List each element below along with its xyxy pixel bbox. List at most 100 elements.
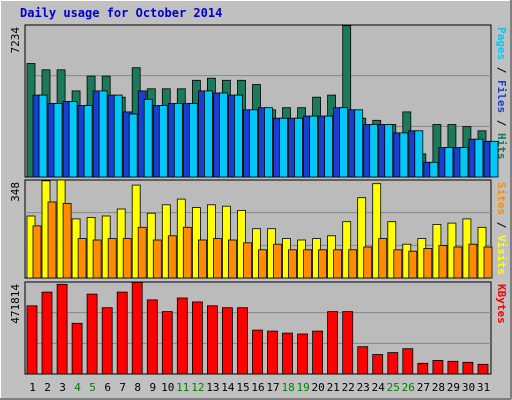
bar-top-pages-day-14 <box>233 94 243 178</box>
bar-middle-sites-day-27 <box>423 247 433 279</box>
bar-bottom-kbytes-day-30 <box>462 361 474 375</box>
series-label-part-middle-0: Sites <box>495 182 508 215</box>
bar-middle-sites-day-31 <box>483 246 493 279</box>
bar-bottom-kbytes-day-17 <box>267 330 278 375</box>
bar-bottom-kbytes-day-9 <box>146 299 158 375</box>
bar-middle-sites-day-25 <box>393 249 403 279</box>
bar-middle-sites-day-11 <box>182 226 192 279</box>
x-tick-label-day-5: 5 <box>89 381 96 394</box>
bar-bottom-kbytes-day-16 <box>252 329 263 375</box>
x-tick-label-day-22: 22 <box>342 381 355 394</box>
series-label-top: Pages / Files / Hits <box>495 27 508 160</box>
x-tick-label-day-20: 20 <box>311 381 324 394</box>
bar-middle-sites-day-3 <box>62 202 72 279</box>
y-max-label-bottom: 471814 <box>9 284 22 324</box>
bar-middle-visits-day-24 <box>372 183 382 279</box>
bar-middle-sites-day-22 <box>348 249 358 279</box>
bar-middle-sites-day-5 <box>92 239 102 279</box>
x-tick-label-day-25: 25 <box>387 381 400 394</box>
bar-bottom-kbytes-day-25 <box>387 352 399 375</box>
series-label-part-bottom-0: KBytes <box>495 284 508 324</box>
bar-top-pages-day-13 <box>218 92 228 178</box>
bar-bottom-kbytes-day-19 <box>297 333 309 375</box>
bar-middle-sites-day-26 <box>408 250 418 279</box>
bar-middle-sites-day-9 <box>152 239 162 279</box>
bar-top-pages-day-20 <box>324 115 334 178</box>
bar-middle-sites-day-7 <box>122 238 132 279</box>
bar-middle-sites-day-17 <box>273 243 282 279</box>
bar-bottom-kbytes-day-20 <box>312 330 324 375</box>
bar-bottom-kbytes-day-31 <box>477 363 489 375</box>
bar-top-pages-day-23 <box>369 124 379 178</box>
x-tick-label-day-6: 6 <box>104 381 111 394</box>
bar-bottom-kbytes-day-21 <box>327 311 339 375</box>
x-tick-label-day-9: 9 <box>149 381 156 394</box>
bar-middle-sites-day-6 <box>107 238 117 279</box>
y-max-label-middle: 348 <box>9 182 22 202</box>
bar-top-pages-day-4 <box>83 105 93 178</box>
bar-top-pages-day-9 <box>158 105 168 178</box>
x-tick-label-day-21: 21 <box>327 381 340 394</box>
bar-bottom-kbytes-day-6 <box>101 307 113 375</box>
x-tick-label-day-3: 3 <box>59 381 66 394</box>
bar-bottom-kbytes-day-14 <box>221 307 233 375</box>
bar-top-pages-day-12 <box>203 90 213 178</box>
x-tick-label-day-14: 14 <box>221 381 235 394</box>
bar-bottom-kbytes-day-10 <box>161 311 173 375</box>
x-tick-label-day-4: 4 <box>74 381 81 394</box>
bar-top-pages-day-28 <box>444 147 454 178</box>
bar-bottom-kbytes-day-11 <box>176 297 188 375</box>
bar-middle-sites-day-19 <box>303 249 313 279</box>
bar-top-pages-day-29 <box>459 147 469 178</box>
bar-middle-sites-day-13 <box>212 238 222 279</box>
bar-bottom-kbytes-day-4 <box>71 322 83 375</box>
bar-bottom-kbytes-day-1 <box>26 305 38 375</box>
x-tick-label-day-7: 7 <box>119 381 126 394</box>
x-tick-label-day-23: 23 <box>357 381 370 394</box>
bar-middle-sites-day-2 <box>47 201 57 279</box>
bar-middle-sites-day-1 <box>32 225 42 279</box>
bar-bottom-kbytes-day-7 <box>116 291 128 375</box>
bar-bottom-kbytes-day-18 <box>282 332 293 375</box>
bar-bottom-kbytes-day-24 <box>372 354 384 375</box>
bar-bottom-kbytes-day-2 <box>41 291 53 375</box>
bar-top-pages-day-26 <box>414 130 424 178</box>
series-label-part-top-0: Pages <box>495 27 508 60</box>
x-tick-label-day-15: 15 <box>236 381 249 394</box>
bar-top-pages-day-3 <box>68 101 78 178</box>
bar-top-pages-day-10 <box>173 103 183 178</box>
bar-middle-sites-day-16 <box>258 249 267 279</box>
bar-middle-sites-day-8 <box>137 226 147 279</box>
bar-middle-sites-day-28 <box>438 245 448 279</box>
bar-bottom-kbytes-day-5 <box>86 293 98 375</box>
series-label-part-top-1: / <box>495 60 508 80</box>
bar-top-pages-day-27 <box>429 161 439 178</box>
bar-middle-sites-day-15 <box>243 242 252 279</box>
bar-top-pages-day-25 <box>399 132 409 178</box>
bar-top-pages-day-11 <box>188 103 198 178</box>
bar-top-pages-day-5 <box>98 90 108 178</box>
x-tick-label-day-8: 8 <box>134 381 141 394</box>
x-tick-label-day-11: 11 <box>176 381 189 394</box>
bar-bottom-kbytes-day-13 <box>206 305 218 375</box>
series-label-bottom: KBytes <box>495 284 508 324</box>
chart-title: Daily usage for October 2014 <box>20 6 222 20</box>
bar-bottom-kbytes-day-26 <box>402 348 414 375</box>
bar-top-pages-day-7 <box>128 113 138 178</box>
x-tick-label-day-26: 26 <box>402 381 415 394</box>
x-tick-label-day-31: 31 <box>477 381 490 394</box>
series-label-part-middle-1: / <box>495 215 508 235</box>
bar-bottom-kbytes-day-27 <box>417 362 429 375</box>
series-label-middle: Sites / Visits <box>495 182 508 275</box>
bar-bottom-kbytes-day-15 <box>237 307 248 375</box>
y-max-label-top: 7234 <box>9 27 22 54</box>
bar-top-pages-day-19 <box>309 115 319 178</box>
bar-bottom-kbytes-day-22 <box>342 311 354 375</box>
x-tick-label-day-10: 10 <box>161 381 174 394</box>
bar-middle-sites-day-12 <box>197 239 207 279</box>
bar-bottom-kbytes-day-29 <box>447 360 459 375</box>
bar-top-pages-day-30 <box>474 138 484 178</box>
bar-top-pages-day-17 <box>279 117 288 178</box>
x-tick-label-day-30: 30 <box>462 381 475 394</box>
